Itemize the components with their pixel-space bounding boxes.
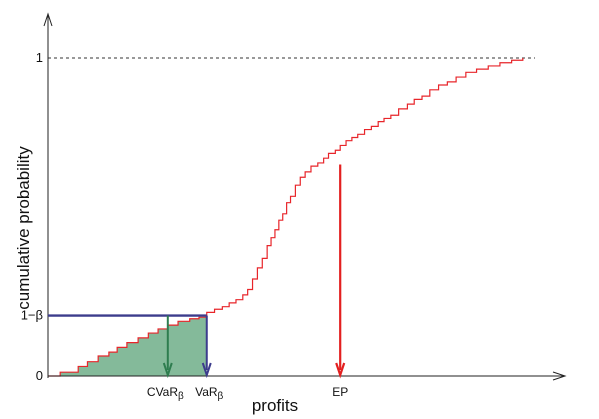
var-label-subscript: β (218, 391, 224, 402)
cdf-step-line (48, 58, 524, 377)
cvar-arrow-head (162, 362, 173, 379)
ep-label: EP (332, 385, 348, 399)
text-layer: cumulative probability profits 0 1−β 1 (14, 50, 298, 415)
var-arrow-head (201, 362, 212, 379)
ep-arrow-head (335, 362, 346, 379)
cvar-label: CVaRβ (147, 385, 184, 402)
x-axis-label: profits (252, 396, 298, 415)
var-label-main: VaR (195, 385, 218, 399)
annotation-layer: CVaRβ VaRβ EP (48, 164, 348, 402)
y-tick-label: 1−β (21, 308, 43, 323)
ep-label-main: EP (332, 385, 348, 399)
cvar-label-subscript: β (178, 391, 184, 402)
y-tick-label: 1 (36, 50, 43, 65)
x-axis-arrowhead (552, 371, 567, 381)
y-tick-label: 0 (36, 368, 43, 383)
series-layer (48, 58, 524, 377)
cvar-label-main: CVaR (147, 385, 178, 399)
axes-layer (43, 12, 567, 381)
var-label: VaRβ (195, 385, 223, 402)
y-axis-arrowhead (43, 12, 53, 27)
y-axis-label: cumulative probability (14, 146, 33, 310)
